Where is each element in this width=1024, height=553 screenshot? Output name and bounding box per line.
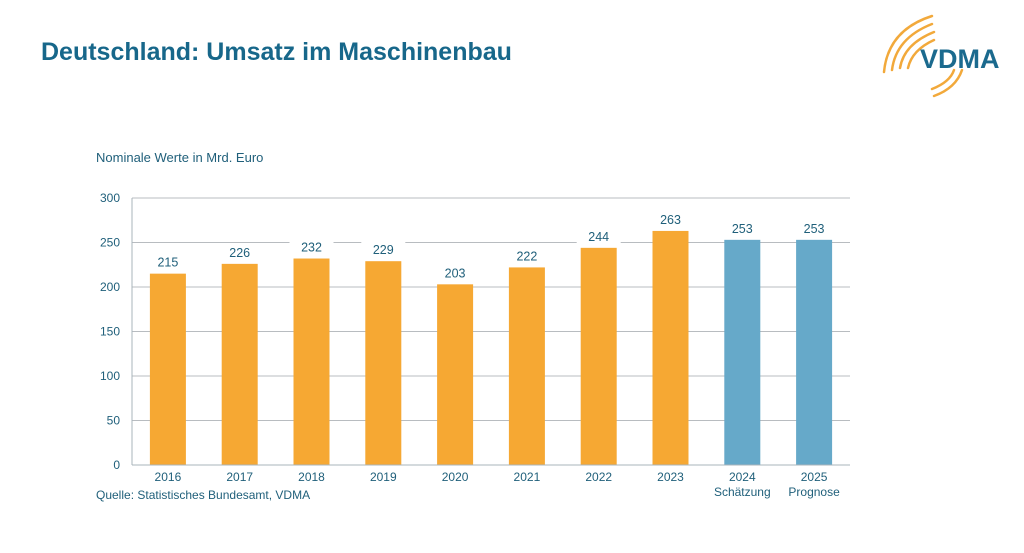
data-label: 263 <box>660 213 681 227</box>
y-tick-label: 100 <box>100 369 120 383</box>
bar-2018 <box>293 258 330 465</box>
label-background <box>792 219 837 238</box>
bar-2022 <box>580 247 617 465</box>
x-tick-label: 2019 <box>370 470 397 484</box>
data-label: 215 <box>157 256 178 270</box>
data-label: 232 <box>301 241 322 255</box>
x-tick-label: 2017 <box>226 470 253 484</box>
vdma-logo: VDMA <box>882 14 1000 98</box>
bar-2017 <box>221 263 258 465</box>
data-label: 203 <box>445 266 466 280</box>
bar-2016 <box>149 273 186 465</box>
label-background <box>217 243 262 262</box>
y-tick-label: 200 <box>100 280 120 294</box>
chart-subtitle: Nominale Werte in Mrd. Euro <box>96 150 264 165</box>
data-label: 253 <box>732 222 753 236</box>
y-tick-label: 0 <box>113 458 120 472</box>
label-background <box>433 264 478 283</box>
bar-2021 <box>508 267 545 465</box>
bar-2020 <box>437 284 474 465</box>
x-tick-label: 2018 <box>298 470 325 484</box>
x-tick-sublabel: Schätzung <box>714 485 771 499</box>
bar-2024 <box>724 239 761 465</box>
y-tick-label: 50 <box>107 414 121 428</box>
label-background <box>361 241 406 260</box>
label-background <box>145 253 190 272</box>
data-label: 226 <box>229 246 250 260</box>
label-background <box>720 219 765 238</box>
x-tick-label: 2025 <box>801 470 828 484</box>
x-tick-label: 2022 <box>585 470 612 484</box>
bar-2023 <box>652 230 689 465</box>
label-background <box>289 238 334 257</box>
data-label: 244 <box>588 230 609 244</box>
data-label: 222 <box>516 249 537 263</box>
label-background <box>648 210 693 229</box>
y-tick-label: 150 <box>100 325 120 339</box>
data-label: 253 <box>804 222 825 236</box>
y-tick-label: 300 <box>100 191 120 205</box>
x-tick-label: 2023 <box>657 470 684 484</box>
label-background <box>504 247 549 266</box>
bar-2025 <box>796 239 833 465</box>
x-tick-label: 2021 <box>514 470 541 484</box>
bar-2019 <box>365 261 402 465</box>
page-title: Deutschland: Umsatz im Maschinenbau <box>41 38 512 66</box>
source-note: Quelle: Statistisches Bundesamt, VDMA <box>96 488 311 502</box>
x-tick-sublabel: Prognose <box>788 485 840 499</box>
y-tick-label: 250 <box>100 236 120 250</box>
x-tick-label: 2020 <box>442 470 469 484</box>
x-tick-label: 2024 <box>729 470 756 484</box>
x-tick-label: 2016 <box>155 470 182 484</box>
data-label: 229 <box>373 243 394 257</box>
svg-text:VDMA: VDMA <box>920 44 1000 74</box>
label-background <box>576 227 621 246</box>
